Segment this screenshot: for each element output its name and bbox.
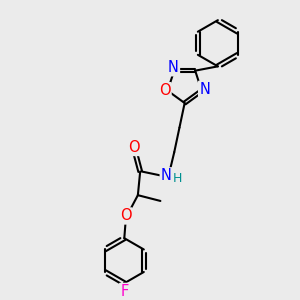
Text: O: O <box>128 140 140 155</box>
Text: N: N <box>199 82 210 97</box>
Text: O: O <box>120 208 132 224</box>
Text: N: N <box>168 60 179 75</box>
Text: O: O <box>159 83 171 98</box>
Text: N: N <box>161 168 172 183</box>
Text: H: H <box>172 172 182 184</box>
Text: F: F <box>120 284 128 299</box>
